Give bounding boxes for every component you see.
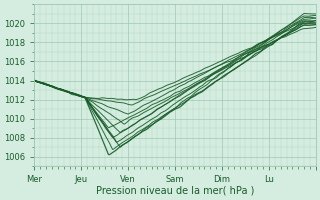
X-axis label: Pression niveau de la mer( hPa ): Pression niveau de la mer( hPa ) <box>96 186 254 196</box>
